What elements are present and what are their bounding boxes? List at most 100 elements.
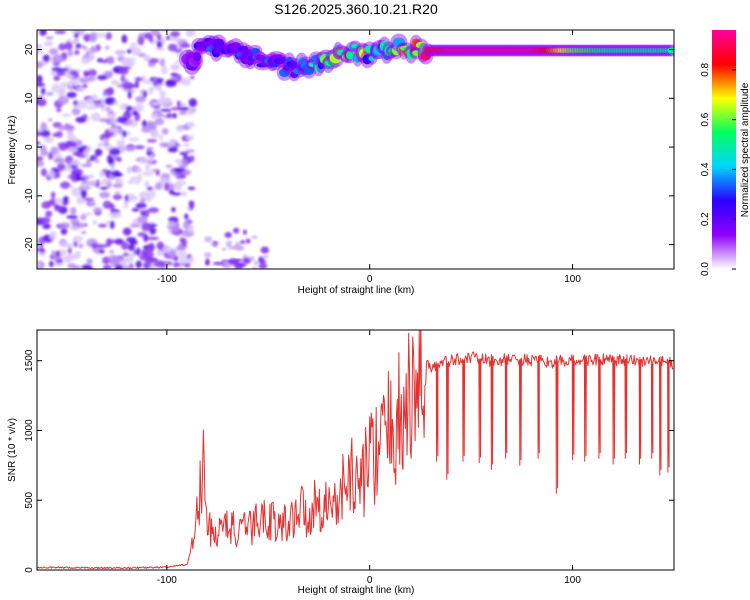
heat-cell: [50, 197, 56, 205]
heat-cell: [210, 242, 217, 247]
heat-cell: [52, 197, 64, 205]
heat-cell: [39, 30, 47, 37]
heat-cell: [48, 118, 53, 122]
heat-cell: [168, 138, 177, 147]
heat-cell: [245, 238, 251, 244]
heat-cell: [108, 110, 114, 115]
heat-cell: [179, 256, 188, 265]
colorbar-label: Normalized spectral amplitude: [740, 82, 750, 217]
heat-cell: [160, 108, 172, 112]
heat-cell: [66, 135, 77, 140]
heat-cell: [237, 262, 247, 268]
heat-cell: [158, 133, 163, 142]
heat-cell: [41, 216, 51, 224]
heat-cell: [139, 198, 145, 205]
heat-cell: [203, 252, 212, 258]
heat-cell: [178, 46, 184, 51]
heat-cell: [156, 241, 165, 250]
heat-cell: [48, 48, 59, 55]
heat-cell: [102, 92, 108, 97]
snr-x-ticks: -100 0 100: [157, 330, 581, 586]
heat-cell: [50, 146, 59, 155]
heat-cell: [52, 262, 65, 267]
heat-cell: [64, 41, 73, 51]
heat-cell: [161, 127, 169, 135]
heat-cell: [42, 223, 51, 230]
heat-cell: [170, 192, 182, 196]
heat-cell: [146, 186, 153, 191]
heat-cell: [126, 48, 133, 54]
ridge-cell: [392, 37, 405, 48]
heat-cell: [124, 265, 132, 269]
heat-cell: [49, 260, 54, 268]
heat-cell: [185, 149, 195, 153]
heat-cell: [76, 43, 82, 49]
heat-cell: [127, 253, 136, 258]
heat-cell: [141, 222, 152, 232]
heat-cell: [37, 49, 44, 55]
heat-cell: [58, 144, 68, 151]
heat-cell: [106, 238, 112, 247]
heat-cell: [71, 187, 82, 197]
heat-cell: [41, 130, 51, 138]
heat-cell: [43, 41, 54, 47]
heat-cell: [181, 237, 187, 247]
heat-cell: [37, 61, 44, 69]
heat-cell: [62, 67, 69, 72]
heat-cell: [154, 118, 165, 126]
heat-cell: [99, 170, 105, 178]
heat-cell: [141, 126, 152, 133]
heat-cell: [107, 154, 113, 164]
heat-cell: [74, 49, 80, 56]
heat-cell: [81, 180, 88, 185]
heat-cell: [99, 191, 111, 199]
heat-cell: [69, 160, 81, 166]
heat-cell: [160, 180, 172, 185]
heat-cell: [65, 140, 77, 150]
heat-cell: [163, 182, 170, 191]
heat-cell: [130, 42, 138, 47]
heat-cell: [151, 112, 158, 120]
heat-cell: [186, 30, 192, 37]
y-tick-label: 1500: [24, 349, 35, 372]
heat-cell: [189, 75, 195, 80]
y-tick-label: 1000: [24, 419, 35, 442]
heat-cell: [115, 50, 124, 56]
heat-cell: [40, 122, 47, 131]
ridge-cell: [346, 50, 355, 60]
heat-cell: [56, 163, 66, 171]
heat-cell: [50, 191, 56, 199]
heat-cell: [86, 145, 92, 152]
y-tick-label: 10: [24, 92, 35, 104]
ridge-cell: [303, 67, 314, 76]
heat-cell: [88, 52, 95, 61]
heat-cell: [137, 173, 142, 183]
heat-cell: [60, 227, 68, 235]
heat-cell: [260, 246, 270, 254]
heat-cell: [110, 79, 120, 86]
heat-cell: [37, 156, 44, 162]
heat-cell: [155, 78, 164, 83]
heat-cell: [125, 57, 137, 61]
heat-cell: [77, 100, 88, 109]
heat-cell: [174, 158, 183, 163]
snr-series-line: [37, 330, 674, 570]
heat-cell: [67, 253, 78, 261]
heat-cell: [37, 83, 46, 87]
heat-cell: [111, 170, 121, 177]
heat-cell: [80, 57, 91, 65]
heat-cell: [76, 177, 86, 181]
x-tick-label: 0: [367, 274, 373, 285]
heat-cell: [109, 250, 115, 254]
heat-cell: [147, 236, 160, 241]
heat-cell: [102, 264, 112, 269]
heat-cell: [123, 78, 129, 83]
heat-cell: [91, 94, 98, 101]
heat-cell: [63, 196, 69, 200]
heat-cell: [90, 155, 95, 162]
heat-cell: [121, 241, 129, 250]
heat-cell: [116, 116, 128, 124]
heat-cell: [180, 43, 191, 49]
heat-cell: [226, 240, 233, 248]
heat-cell: [129, 223, 141, 228]
